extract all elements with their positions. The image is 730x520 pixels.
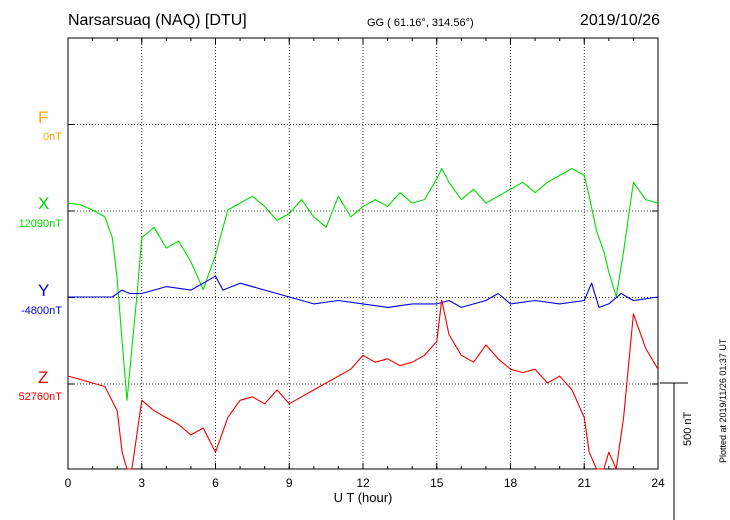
- x-axis-label: U T (hour): [334, 490, 393, 505]
- component-label-z: Z: [38, 368, 49, 387]
- geo-coordinates: GG ( 61.16°, 314.56°): [367, 17, 474, 29]
- plot-date: 2019/10/26: [579, 12, 660, 29]
- x-tick-label: 18: [504, 476, 518, 490]
- station-title: Narsarsuaq (NAQ) [DTU]: [68, 12, 247, 29]
- baseline-label-f: 0nT: [43, 131, 62, 143]
- x-tick-label: 0: [65, 476, 72, 490]
- x-tick-label: 21: [578, 476, 592, 490]
- x-tick-label: 12: [356, 476, 370, 490]
- x-tick-label: 24: [651, 476, 665, 490]
- component-label-x: X: [38, 194, 50, 213]
- x-tick-label: 6: [212, 476, 219, 490]
- x-tick-label: 3: [138, 476, 145, 490]
- baseline-label-z: 52760nT: [18, 391, 62, 403]
- baseline-label-y: -4800nT: [21, 305, 62, 317]
- plotted-timestamp: Plotted at 2019/11/26 01:37 UT: [718, 338, 728, 463]
- component-label-f: F: [38, 108, 49, 127]
- baseline-label-x: 12090nT: [18, 218, 62, 230]
- series-line-z: [67, 299, 659, 470]
- component-label-y: Y: [38, 281, 50, 300]
- x-tick-label: 15: [430, 476, 444, 490]
- scale-bar-label: 500 nT: [682, 411, 694, 446]
- x-tick-label: 9: [286, 476, 293, 490]
- series-line-x: [67, 167, 659, 401]
- series-line-y: [68, 275, 659, 308]
